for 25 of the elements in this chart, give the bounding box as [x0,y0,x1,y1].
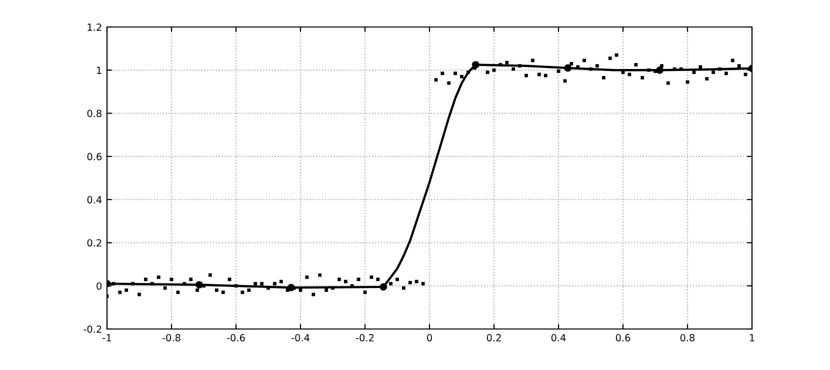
x-tick-label: 0.2 [486,334,501,342]
y-tick-label: 0.4 [87,196,102,204]
x-tick-label: 0.4 [551,334,566,342]
y-tick-label: 1 [97,66,102,74]
y-tick-label: 0.2 [87,239,102,247]
x-tick-label: -1 [102,334,111,342]
x-tick-label: 0.8 [680,334,695,342]
x-tick-label: -0.8 [162,334,180,342]
x-tick-label: -0.2 [356,334,374,342]
x-tick-label: -0.4 [291,334,310,342]
y-tick-label: 0.8 [87,110,102,118]
point [196,281,203,288]
point [287,284,295,292]
point [380,283,388,291]
point [564,64,572,72]
y-tick-label: 1.2 [88,23,102,31]
x-tick-label: -0.6 [226,334,245,342]
point [656,66,664,74]
x-tick-label: 0.6 [616,334,630,342]
y-tick-label: -0.2 [84,325,102,333]
y-tick-label: 0 [96,282,102,290]
x-tick-label: 0 [427,334,432,342]
x-tick-label: 1 [750,334,754,342]
point [472,61,480,68]
y-tick-label: 0.6 [87,152,102,160]
